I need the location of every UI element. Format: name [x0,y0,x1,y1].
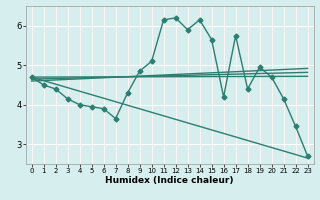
X-axis label: Humidex (Indice chaleur): Humidex (Indice chaleur) [105,176,234,185]
